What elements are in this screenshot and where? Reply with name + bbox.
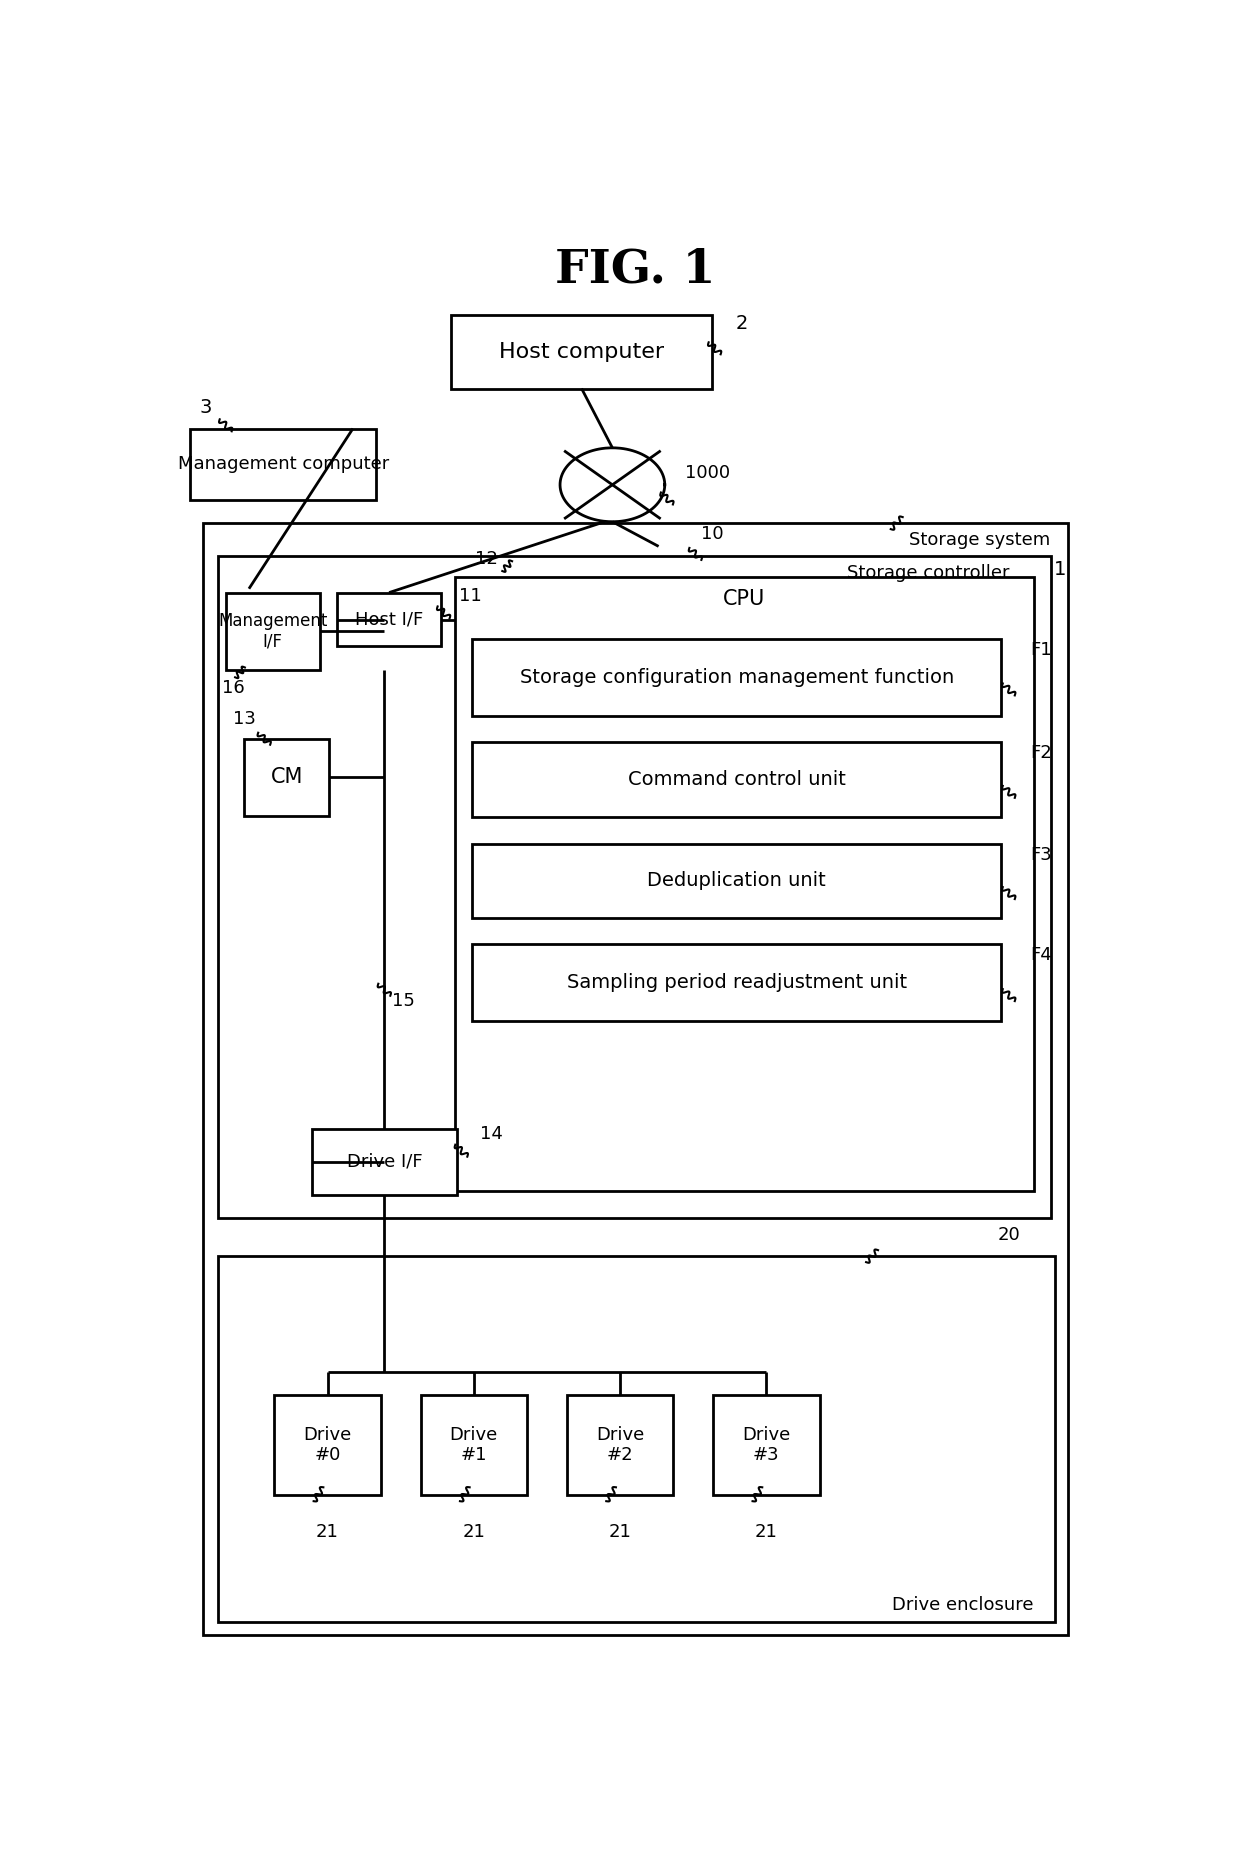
Bar [274,1396,381,1495]
Text: CPU: CPU [723,589,765,608]
Text: 21: 21 [463,1523,485,1542]
Bar [450,316,713,389]
Text: Host computer: Host computer [498,342,665,361]
Text: 21: 21 [316,1523,339,1542]
Text: Drive
#3: Drive #3 [743,1426,791,1465]
Text: Storage system: Storage system [909,531,1050,550]
Text: 15: 15 [392,992,415,1010]
Bar [472,945,1001,1022]
Bar [337,593,441,647]
Bar [567,1396,673,1495]
Text: Command control unit: Command control unit [627,771,846,790]
Text: 3: 3 [200,397,212,417]
Text: Drive
#2: Drive #2 [596,1426,645,1465]
Text: Sampling period readjustment unit: Sampling period readjustment unit [567,973,906,992]
Bar [218,1255,1055,1622]
Bar [472,844,1001,917]
Text: Drive
#0: Drive #0 [304,1426,352,1465]
Text: Management computer: Management computer [177,455,389,473]
Text: 1000: 1000 [684,464,729,483]
Text: 14: 14 [480,1124,503,1143]
Bar [713,1396,820,1495]
Text: 21: 21 [755,1523,777,1542]
Bar [472,743,1001,818]
Text: 20: 20 [997,1226,1021,1244]
Bar [191,428,376,500]
Text: Deduplication unit: Deduplication unit [647,872,826,891]
Text: 16: 16 [222,679,246,698]
Text: FIG. 1: FIG. 1 [556,247,715,292]
Bar [312,1130,456,1196]
Text: 21: 21 [609,1523,631,1542]
Bar [420,1396,527,1495]
Text: 10: 10 [701,526,724,543]
Text: 2: 2 [735,314,748,333]
Text: 11: 11 [459,587,482,604]
Text: F3: F3 [1030,846,1053,864]
Text: F2: F2 [1030,745,1053,761]
Bar [226,593,320,670]
Bar [218,556,1052,1218]
Text: Drive
#1: Drive #1 [450,1426,498,1465]
Text: F1: F1 [1030,640,1052,659]
Text: Management
I/F: Management I/F [218,612,327,651]
Text: Host I/F: Host I/F [355,610,423,629]
Text: Storage controller: Storage controller [847,563,1009,582]
Bar [455,576,1034,1190]
Bar [203,524,1068,1635]
Text: 1: 1 [1054,559,1066,578]
Text: 12: 12 [475,550,498,567]
Text: F4: F4 [1030,947,1053,964]
Text: Drive I/F: Drive I/F [347,1153,423,1171]
Text: Storage configuration management function: Storage configuration management functio… [520,668,954,687]
Text: CM: CM [270,767,303,788]
Bar [472,638,1001,717]
Text: 13: 13 [233,709,255,728]
Text: Drive enclosure: Drive enclosure [892,1596,1033,1615]
Bar [244,739,329,816]
